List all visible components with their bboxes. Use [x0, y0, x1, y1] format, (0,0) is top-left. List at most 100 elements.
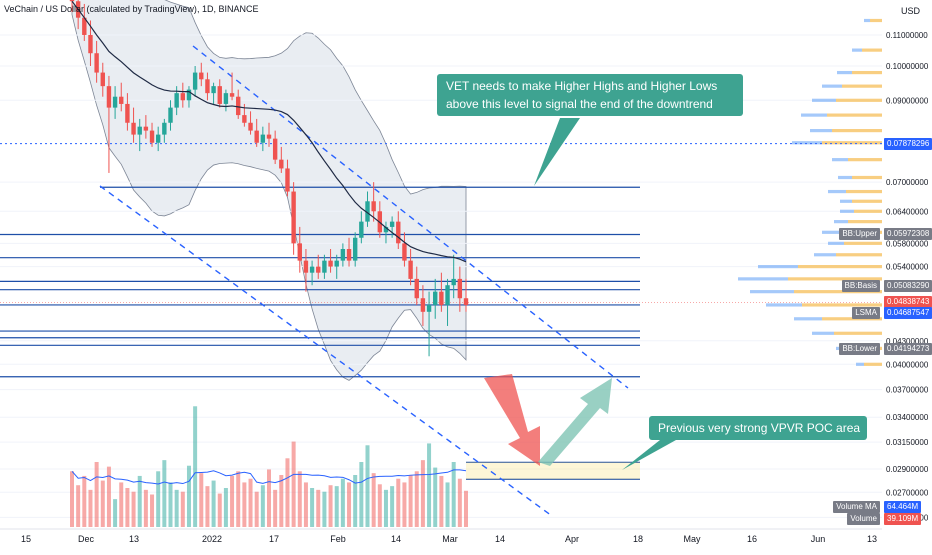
volume-bar: [162, 460, 167, 527]
vpvr-bar-down: [838, 175, 852, 180]
grid: [0, 34, 882, 518]
volume-bar: [125, 488, 130, 527]
price-badge-2-value: 0.05083290: [884, 280, 932, 293]
candle-body: [346, 249, 352, 261]
volume-badge-1-label: Volume: [847, 513, 880, 525]
price-badge-3-value: 0.04838743: [884, 296, 932, 309]
price-tick-label: 0.04000000: [886, 360, 929, 369]
volume-bar: [70, 471, 74, 527]
lsma-line: [71, 0, 467, 263]
volume-bar: [303, 482, 308, 527]
volume-bar: [396, 478, 401, 527]
candle-body: [168, 107, 173, 123]
candle-body: [137, 126, 142, 135]
title-separator: ,: [196, 4, 202, 14]
vpvr-bar-up: [864, 362, 882, 366]
candle-body: [174, 93, 179, 108]
candle-body: [389, 221, 395, 227]
callout-vpvr-poc[interactable]: Previous very strong VPVR POC area: [649, 416, 867, 440]
vpvr-bar-down: [810, 129, 832, 133]
price-badge-4-label: LSMA: [852, 306, 880, 319]
candle-body: [279, 159, 284, 169]
candle-body: [180, 93, 186, 101]
candle-body: [149, 130, 155, 143]
candle-body: [155, 134, 161, 143]
vpvr-bar-up: [848, 158, 882, 162]
price-tick-label: 0.03400000: [886, 413, 929, 422]
volume-bar: [82, 475, 87, 527]
volume-bar: [248, 478, 253, 527]
callout-vpvr-tail: [622, 440, 676, 470]
arrow-up: [538, 378, 612, 466]
candle-body: [192, 72, 198, 90]
callout-downtrend[interactable]: VET needs to make Higher Highs and Highe…: [437, 74, 743, 116]
vpvr-bar-down: [812, 98, 836, 102]
vpvr-bar-up: [852, 175, 882, 180]
chart-title: VeChain / US Dollar (calculated by Tradi…: [4, 4, 259, 14]
price-tick-label: 0.04300000: [886, 337, 929, 346]
candle-body: [359, 221, 364, 238]
vpvr-bar-down: [822, 84, 842, 88]
vpvr-bar-down: [750, 290, 794, 294]
vpvr-bar-up: [827, 113, 882, 117]
volume-bar: [199, 473, 204, 527]
volume-bar: [310, 488, 315, 527]
candle-body: [248, 122, 253, 131]
volume-bar: [390, 486, 395, 527]
vpvr-bar-up: [822, 317, 882, 321]
volume-badge-0-value: 64.464M: [884, 501, 922, 513]
price-tick-label: 0.11000000: [886, 31, 928, 40]
vpvr-bar-down: [738, 277, 788, 281]
candle-body: [162, 122, 167, 135]
volume-bar: [88, 489, 93, 527]
vpvr-bar-up: [846, 189, 882, 194]
volume-bar: [439, 475, 444, 527]
volume-bar: [297, 471, 302, 527]
candle-body: [254, 130, 259, 143]
vpvr-bar-up: [832, 129, 882, 133]
candle-body: [365, 201, 370, 222]
volume-bar: [193, 406, 198, 527]
candle-body: [445, 285, 450, 305]
candle-body: [322, 260, 327, 273]
volume-bar: [94, 462, 99, 527]
volume-bar: [427, 443, 432, 527]
time-tick-label: Jun: [811, 534, 826, 544]
candle-body: [266, 134, 272, 139]
volume-bar: [291, 441, 296, 527]
volume-bar: [205, 486, 210, 527]
price-badge-2-label: BB:Basis: [841, 280, 880, 293]
vpvr-bar-down: [828, 241, 844, 245]
volume-bar: [279, 475, 284, 527]
time-tick-label: Apr: [565, 534, 579, 544]
vpvr-bar-up: [822, 141, 882, 145]
vpvr-bar-down: [828, 189, 846, 194]
volume-bar: [260, 485, 265, 527]
candle-body: [217, 86, 222, 104]
vpvr-bar-up: [852, 70, 882, 75]
candle-body: [143, 126, 149, 131]
candle-body: [119, 96, 124, 104]
vpvr-bar-up: [834, 331, 882, 335]
candle-body: [457, 278, 463, 299]
candle-body: [106, 86, 112, 108]
vpvr-bar-up: [848, 220, 882, 224]
channel-lower-line: [99, 185, 553, 517]
candle-body: [272, 138, 278, 160]
price-badge-1-label: BB:Upper: [839, 227, 880, 240]
lsma-path: [71, 0, 467, 263]
price-tick-label: 0.02900000: [886, 465, 929, 474]
volume-bar: [223, 488, 228, 527]
volume-bar: [273, 489, 278, 527]
volume-bar: [211, 480, 216, 527]
vpvr-bar-down: [856, 362, 864, 366]
vpvr-bar-down: [814, 253, 836, 257]
candle-body: [371, 201, 376, 212]
candle-body: [205, 79, 210, 94]
candle-body: [94, 53, 99, 73]
candle-body: [82, 17, 87, 35]
symbol-name: VeChain / US Dollar (calculated by Tradi…: [4, 4, 197, 14]
channel-upper-line: [192, 45, 629, 389]
vpvr-bar-down: [837, 70, 852, 75]
